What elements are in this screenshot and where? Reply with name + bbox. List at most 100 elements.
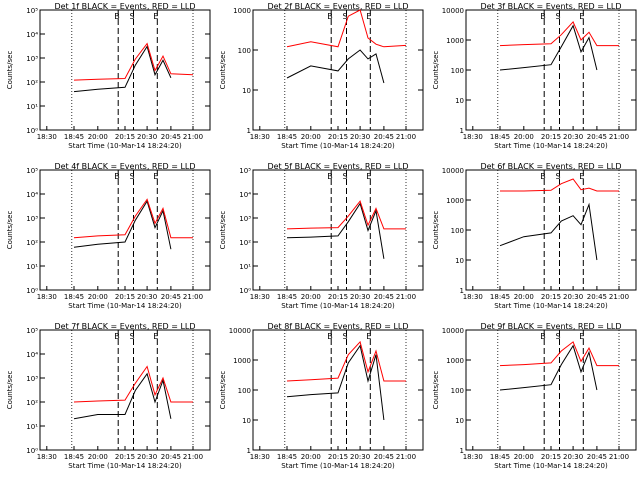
x-tick-label: 20:15 bbox=[541, 293, 561, 301]
y-tick-label: 10⁵ bbox=[239, 167, 251, 175]
x-tick-label: 20:15 bbox=[115, 293, 135, 301]
y-tick-label: 10¹ bbox=[26, 263, 38, 271]
series-line-events bbox=[286, 49, 385, 84]
y-axis-label: Counts/sec bbox=[6, 51, 14, 90]
x-tick-label: 18:45 bbox=[277, 133, 297, 141]
y-tick-label: 10 bbox=[455, 97, 464, 105]
marker-label-B: B bbox=[114, 332, 120, 341]
y-tick-label: 1 bbox=[247, 447, 251, 455]
x-tick-label: 21:00 bbox=[183, 133, 203, 141]
series-line-events bbox=[286, 344, 385, 421]
marker-label-E: E bbox=[579, 12, 584, 21]
x-tick-label: 20:45 bbox=[161, 133, 181, 141]
x-tick-label: 20:30 bbox=[350, 293, 370, 301]
x-tick-label: 20:00 bbox=[514, 133, 534, 141]
y-tick-label: 10⁴ bbox=[26, 191, 38, 199]
y-tick-label: 10000 bbox=[229, 327, 251, 335]
y-tick-label: 10⁵ bbox=[26, 167, 38, 175]
marker-label-E: E bbox=[579, 172, 584, 181]
panel-title: Det 9f BLACK = Events, RED = LLD bbox=[480, 322, 621, 331]
x-tick-label: 20:45 bbox=[374, 453, 394, 461]
panel-6: Det 6f BLACK = Events, RED = LLD 1 10 100 10… bbox=[432, 162, 637, 310]
marker-label-E: E bbox=[579, 332, 584, 341]
series-line-lld bbox=[500, 178, 619, 192]
y-tick-label: 10 bbox=[242, 87, 251, 95]
x-tick-label: 20:00 bbox=[301, 133, 321, 141]
marker-label-B: B bbox=[114, 12, 120, 21]
x-tick-label: 20:45 bbox=[161, 293, 181, 301]
x-tick-label: 21:00 bbox=[396, 293, 416, 301]
plot-frame bbox=[465, 169, 637, 291]
series-line-lld bbox=[286, 200, 406, 230]
x-axis-label: Start Time (10-Mar-14 18:24:20) bbox=[494, 302, 608, 310]
panel-title: Det 2f BLACK = Events, RED = LLD bbox=[267, 2, 408, 11]
x-tick-label: 20:15 bbox=[328, 453, 348, 461]
x-tick-label: 21:00 bbox=[396, 453, 416, 461]
panel-5: Det 5f BLACK = Events, RED = LLD 10⁰ 10¹ 10… bbox=[219, 162, 424, 310]
marker-label-S: S bbox=[343, 172, 348, 181]
y-tick-label: 100 bbox=[451, 227, 464, 235]
y-tick-label: 10000 bbox=[442, 167, 464, 175]
x-tick-label: 18:45 bbox=[490, 133, 510, 141]
y-axis-label: Counts/sec bbox=[6, 371, 14, 410]
x-tick-label: 20:00 bbox=[88, 133, 108, 141]
x-tick-label: 21:00 bbox=[183, 293, 203, 301]
x-axis-label: Start Time (10-Mar-14 18:24:20) bbox=[281, 462, 395, 470]
x-tick-label: 20:30 bbox=[563, 293, 583, 301]
series-line-events bbox=[73, 199, 172, 250]
x-tick-label: 20:30 bbox=[350, 133, 370, 141]
x-tick-label: 18:30 bbox=[250, 293, 270, 301]
y-tick-label: 10⁴ bbox=[26, 31, 38, 39]
panel-title: Det 6f BLACK = Events, RED = LLD bbox=[480, 162, 621, 171]
y-axis-label: Counts/sec bbox=[219, 211, 227, 250]
panel-4: Det 4f BLACK = Events, RED = LLD 10⁰ 10¹ 10… bbox=[6, 162, 211, 310]
panel-title: Det 1f BLACK = Events, RED = LLD bbox=[54, 2, 195, 11]
series-line-lld bbox=[286, 340, 406, 382]
y-tick-label: 10⁵ bbox=[26, 327, 38, 335]
x-tick-label: 20:30 bbox=[563, 453, 583, 461]
y-axis-label: Counts/sec bbox=[432, 51, 440, 90]
x-tick-label: 21:00 bbox=[609, 133, 629, 141]
x-tick-label: 20:45 bbox=[374, 133, 394, 141]
plot-frame bbox=[252, 169, 424, 291]
marker-label-S: S bbox=[130, 172, 135, 181]
y-tick-label: 1 bbox=[460, 447, 464, 455]
x-tick-label: 20:15 bbox=[541, 453, 561, 461]
x-tick-label: 20:45 bbox=[161, 453, 181, 461]
marker-label-S: S bbox=[343, 332, 348, 341]
plot-frame bbox=[39, 329, 211, 451]
marker-label-E: E bbox=[366, 172, 371, 181]
y-tick-label: 10³ bbox=[26, 55, 38, 63]
plot-frame bbox=[252, 329, 424, 451]
y-tick-label: 10 bbox=[455, 417, 464, 425]
plot-frame bbox=[465, 329, 637, 451]
panel-title: Det 8f BLACK = Events, RED = LLD bbox=[267, 322, 408, 331]
x-tick-label: 20:00 bbox=[514, 453, 534, 461]
series-line-events bbox=[499, 202, 598, 261]
series-line-lld bbox=[499, 341, 619, 367]
x-tick-label: 20:45 bbox=[587, 293, 607, 301]
series-line-events bbox=[499, 24, 598, 71]
series-line-events bbox=[286, 202, 385, 259]
y-axis-label: Counts/sec bbox=[432, 211, 440, 250]
panel-title: Det 4f BLACK = Events, RED = LLD bbox=[54, 162, 195, 171]
y-tick-label: 10¹ bbox=[26, 423, 38, 431]
x-tick-label: 20:45 bbox=[587, 133, 607, 141]
y-axis-label: Counts/sec bbox=[219, 371, 227, 410]
y-tick-label: 10⁰ bbox=[26, 127, 38, 135]
marker-label-S: S bbox=[556, 12, 561, 21]
y-tick-label: 10⁰ bbox=[26, 287, 38, 295]
y-tick-label: 1000 bbox=[446, 197, 464, 205]
y-tick-label: 1 bbox=[460, 127, 464, 135]
x-tick-label: 18:45 bbox=[64, 133, 84, 141]
marker-label-E: E bbox=[366, 332, 371, 341]
x-axis-label: Start Time (10-Mar-14 18:24:20) bbox=[494, 142, 608, 150]
y-axis-label: Counts/sec bbox=[6, 211, 14, 250]
x-tick-label: 18:30 bbox=[37, 453, 57, 461]
x-tick-label: 18:30 bbox=[37, 293, 57, 301]
x-tick-label: 20:00 bbox=[514, 293, 534, 301]
panel-7: Det 7f BLACK = Events, RED = LLD 10⁰ 10¹ 10… bbox=[6, 322, 211, 470]
x-tick-label: 18:45 bbox=[277, 453, 297, 461]
y-tick-label: 10¹ bbox=[26, 103, 38, 111]
y-tick-label: 100 bbox=[238, 387, 251, 395]
